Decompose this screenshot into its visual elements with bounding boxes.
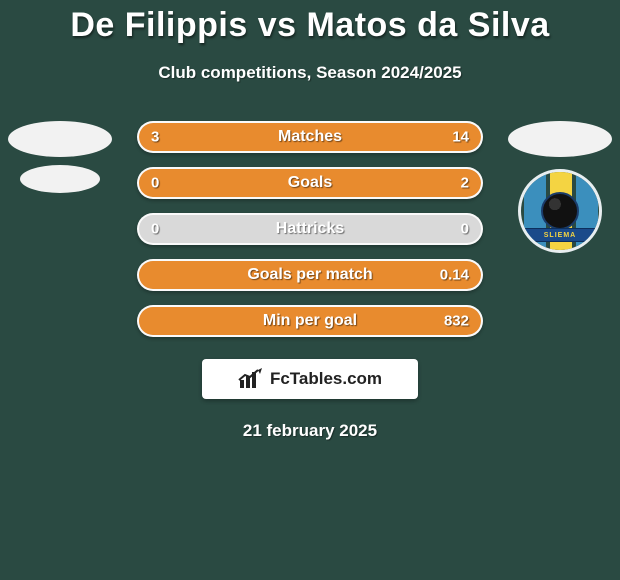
- stat-label: Hattricks: [276, 220, 344, 238]
- comparison-area: SLIEMA 3 14 Matches 0 2 Goals 0 0 Hattricks 0.14 G…: [0, 121, 620, 337]
- stat-value-right: 14: [452, 129, 469, 146]
- player-avatar-right: [508, 121, 612, 157]
- stat-value-left: 0: [151, 175, 159, 192]
- stat-bar: 3 14 Matches: [137, 121, 483, 153]
- bar-fill-left: [139, 123, 199, 151]
- branding-text: FcTables.com: [270, 369, 382, 389]
- stat-value-right: 832: [444, 313, 469, 330]
- subtitle: Club competitions, Season 2024/2025: [0, 63, 620, 83]
- right-player-column: SLIEMA: [500, 121, 620, 253]
- player-avatar-left: [8, 121, 112, 157]
- stat-bar: 0 0 Hattricks: [137, 213, 483, 245]
- page-title: De Filippis vs Matos da Silva: [0, 0, 620, 45]
- club-badge-right: SLIEMA: [518, 169, 602, 253]
- stat-value-left: 0: [151, 221, 159, 238]
- club-badge-label: SLIEMA: [521, 228, 599, 242]
- stat-bar: 0 2 Goals: [137, 167, 483, 199]
- stat-label: Matches: [278, 128, 342, 146]
- stat-label: Min per goal: [263, 312, 357, 330]
- stats-bars: 3 14 Matches 0 2 Goals 0 0 Hattricks 0.14 Goals pe…: [137, 121, 483, 337]
- ball-icon: [541, 192, 579, 230]
- snapshot-date: 21 february 2025: [0, 421, 620, 441]
- stat-value-left: 3: [151, 129, 159, 146]
- club-badge-left: [20, 165, 100, 193]
- stat-bar: 0.14 Goals per match: [137, 259, 483, 291]
- stat-bar: 832 Min per goal: [137, 305, 483, 337]
- stat-label: Goals: [288, 174, 332, 192]
- chart-icon: [238, 368, 264, 390]
- stat-value-right: 0.14: [440, 267, 469, 284]
- left-player-column: [0, 121, 120, 193]
- stat-value-right: 2: [461, 175, 469, 192]
- stat-label: Goals per match: [247, 266, 372, 284]
- branding-badge[interactable]: FcTables.com: [202, 359, 418, 399]
- stat-value-right: 0: [461, 221, 469, 238]
